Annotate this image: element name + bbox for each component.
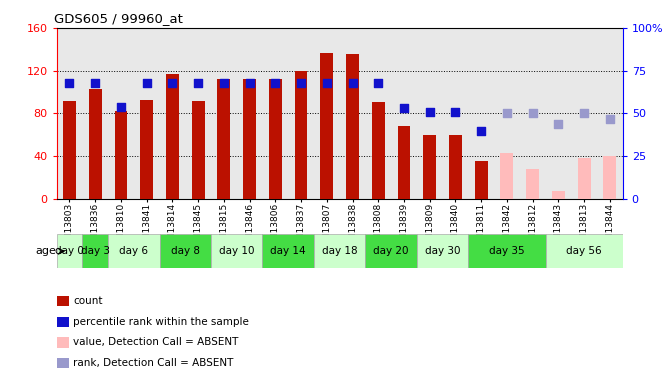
Point — [476, 128, 486, 134]
Point — [527, 110, 538, 116]
Bar — [571, 28, 597, 199]
Text: day 20: day 20 — [374, 246, 409, 256]
Bar — [192, 100, 204, 199]
Bar — [262, 28, 288, 199]
Bar — [424, 135, 436, 199]
Bar — [475, 161, 488, 199]
Bar — [83, 28, 108, 199]
Bar — [269, 80, 282, 199]
Bar — [577, 158, 591, 199]
Text: day 30: day 30 — [425, 246, 460, 256]
Bar — [288, 28, 314, 199]
Bar — [57, 28, 83, 199]
Point — [64, 80, 75, 86]
Bar — [597, 28, 623, 199]
Bar — [603, 156, 616, 199]
Point — [322, 80, 332, 86]
Bar — [519, 28, 545, 199]
Text: day 56: day 56 — [566, 246, 602, 256]
Point — [347, 80, 358, 86]
Point — [167, 80, 178, 86]
Bar — [526, 169, 539, 199]
Bar — [545, 234, 623, 268]
Bar — [391, 28, 417, 199]
Bar — [545, 28, 571, 199]
Bar — [417, 28, 443, 199]
Bar — [57, 234, 83, 268]
Bar — [217, 80, 230, 199]
Bar — [417, 234, 468, 268]
Bar — [63, 100, 76, 199]
Bar — [89, 89, 102, 199]
Bar — [141, 100, 153, 199]
Bar — [346, 54, 359, 199]
Bar — [372, 102, 385, 199]
Text: day 0: day 0 — [55, 246, 84, 256]
Bar — [320, 53, 333, 199]
Point — [296, 80, 306, 86]
Bar — [185, 28, 211, 199]
Bar — [243, 80, 256, 199]
Bar — [494, 28, 519, 199]
Bar — [314, 234, 366, 268]
Bar — [115, 111, 127, 199]
Text: day 35: day 35 — [489, 246, 525, 256]
Text: day 10: day 10 — [219, 246, 254, 256]
Point — [424, 109, 435, 115]
Bar — [262, 234, 314, 268]
Bar — [340, 28, 366, 199]
Point — [193, 80, 204, 86]
Text: count: count — [73, 296, 103, 306]
Point — [553, 121, 563, 127]
Bar — [108, 234, 160, 268]
Bar — [294, 71, 308, 199]
Bar — [366, 234, 417, 268]
Point — [90, 80, 101, 86]
Bar — [160, 28, 185, 199]
Text: day 14: day 14 — [270, 246, 306, 256]
Bar — [468, 28, 494, 199]
Bar — [108, 28, 134, 199]
Point — [244, 80, 255, 86]
Point — [116, 104, 127, 110]
Bar — [83, 234, 108, 268]
Bar — [314, 28, 340, 199]
Bar — [134, 28, 160, 199]
Bar — [211, 28, 236, 199]
Text: percentile rank within the sample: percentile rank within the sample — [73, 317, 249, 327]
Text: day 3: day 3 — [81, 246, 110, 256]
Text: value, Detection Call = ABSENT: value, Detection Call = ABSENT — [73, 338, 238, 347]
Bar — [500, 153, 513, 199]
Bar — [398, 126, 410, 199]
Point — [373, 80, 384, 86]
Bar — [552, 191, 565, 199]
Text: rank, Detection Call = ABSENT: rank, Detection Call = ABSENT — [73, 358, 234, 368]
Text: age: age — [36, 246, 57, 256]
Bar — [468, 234, 545, 268]
Point — [579, 110, 589, 116]
Text: day 6: day 6 — [119, 246, 149, 256]
Point — [450, 109, 461, 115]
Point — [270, 80, 280, 86]
Bar — [236, 28, 262, 199]
Point — [605, 116, 615, 122]
Bar — [443, 28, 468, 199]
Bar — [166, 74, 179, 199]
Point — [399, 105, 410, 111]
Text: GDS605 / 99960_at: GDS605 / 99960_at — [54, 12, 182, 25]
Bar — [366, 28, 391, 199]
Point — [141, 80, 152, 86]
Point — [501, 110, 512, 116]
Point — [218, 80, 229, 86]
Bar — [160, 234, 211, 268]
Text: day 8: day 8 — [170, 246, 200, 256]
Text: day 18: day 18 — [322, 246, 358, 256]
Bar — [211, 234, 262, 268]
Bar — [449, 135, 462, 199]
